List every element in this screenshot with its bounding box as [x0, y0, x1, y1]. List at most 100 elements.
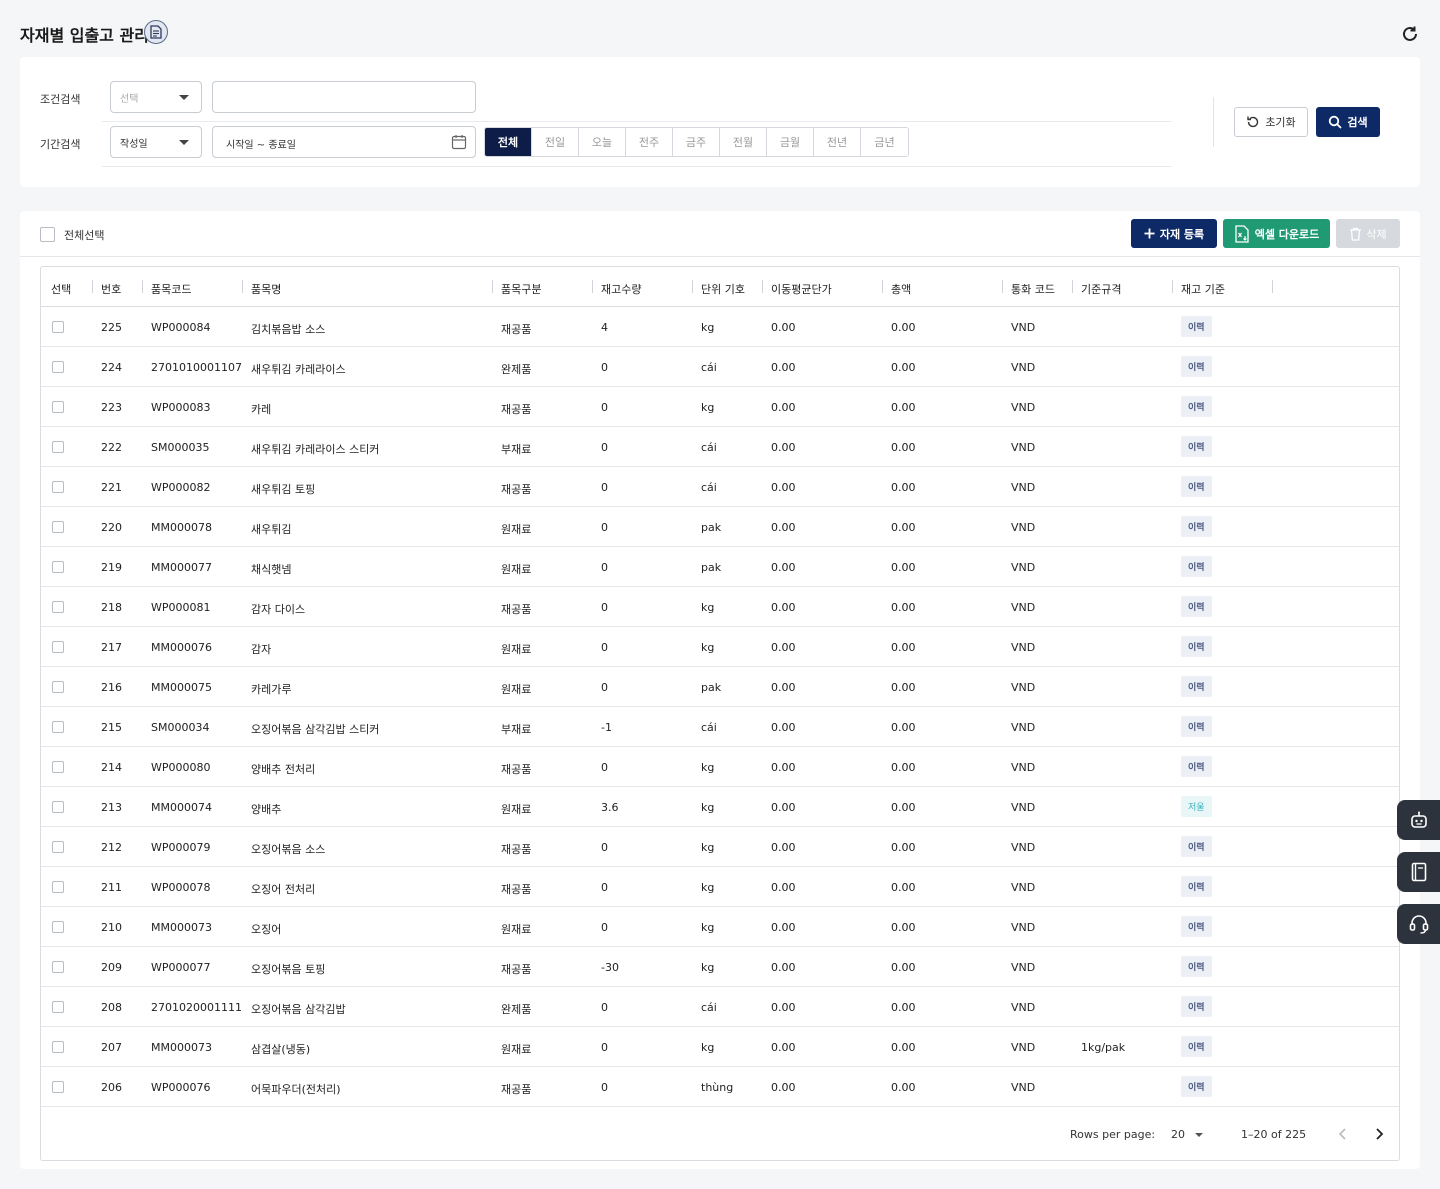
- row-checkbox[interactable]: [52, 1081, 64, 1093]
- row-checkbox[interactable]: [52, 681, 64, 693]
- row-checkbox[interactable]: [52, 761, 64, 773]
- table-row[interactable]: 224 2701010001107 새우튀김 카레라이스 완제품 0 cái 0.00 0.0…: [41, 347, 1399, 387]
- add-material-button[interactable]: 자재 등록: [1131, 219, 1217, 248]
- chatbot-button[interactable]: [1397, 800, 1440, 840]
- stock-basis-badge[interactable]: 저울: [1181, 796, 1212, 817]
- next-page-icon[interactable]: [1371, 1126, 1387, 1145]
- column-separator[interactable]: [1172, 280, 1173, 293]
- table-row[interactable]: 209 WP000077 오징어볶음 토핑 재공품 -30 kg 0.00 0.00 VND 이력: [41, 947, 1399, 987]
- stock-basis-badge[interactable]: 이력: [1181, 956, 1212, 977]
- table-row[interactable]: 206 WP000076 어묵파우더(전처리) 재공품 0 thùng 0.00 0.00 VN…: [41, 1067, 1399, 1107]
- table-row[interactable]: 217 MM000076 감자 원재료 0 kg 0.00 0.00 VND 이력: [41, 627, 1399, 667]
- stock-basis-badge[interactable]: 이력: [1181, 916, 1212, 937]
- condition-select[interactable]: 선택: [110, 81, 202, 113]
- stock-basis-badge[interactable]: 이력: [1181, 1036, 1212, 1057]
- row-checkbox[interactable]: [52, 921, 64, 933]
- table-row[interactable]: 211 WP000078 오징어 전처리 재공품 0 kg 0.00 0.00 VND 이력: [41, 867, 1399, 907]
- column-separator[interactable]: [1072, 280, 1073, 293]
- row-checkbox[interactable]: [52, 601, 64, 613]
- period-button[interactable]: 금주: [673, 128, 720, 156]
- period-button[interactable]: 오늘: [579, 128, 626, 156]
- table-row[interactable]: 212 WP000079 오징어볶음 소스 재공품 0 kg 0.00 0.00 VND 이력: [41, 827, 1399, 867]
- table-row[interactable]: 214 WP000080 양배추 전처리 재공품 0 kg 0.00 0.00 VND 이력: [41, 747, 1399, 787]
- row-checkbox[interactable]: [52, 841, 64, 853]
- column-separator[interactable]: [242, 280, 243, 293]
- stock-basis-badge[interactable]: 이력: [1181, 716, 1212, 737]
- table-row[interactable]: 221 WP000082 새우튀김 토핑 재공품 0 cái 0.00 0.00 VND 이력: [41, 467, 1399, 507]
- row-checkbox[interactable]: [52, 641, 64, 653]
- reset-button[interactable]: 초기화: [1234, 107, 1308, 137]
- column-separator[interactable]: [142, 280, 143, 293]
- refresh-icon[interactable]: [1400, 24, 1420, 44]
- stock-basis-badge[interactable]: 이력: [1181, 676, 1212, 697]
- column-separator[interactable]: [592, 280, 593, 293]
- row-checkbox[interactable]: [52, 481, 64, 493]
- rows-per-page-select[interactable]: 20: [1171, 1128, 1185, 1141]
- row-checkbox[interactable]: [52, 881, 64, 893]
- stock-basis-badge[interactable]: 이력: [1181, 516, 1212, 537]
- document-icon[interactable]: [144, 20, 168, 44]
- table-row[interactable]: 213 MM000074 양배추 원재료 3.6 kg 0.00 0.00 VND 저울: [41, 787, 1399, 827]
- period-button[interactable]: 전일: [532, 128, 579, 156]
- column-separator[interactable]: [692, 280, 693, 293]
- row-checkbox[interactable]: [52, 401, 64, 413]
- table-row[interactable]: 223 WP000083 카레 재공품 0 kg 0.00 0.00 VND 이력: [41, 387, 1399, 427]
- stock-basis-badge[interactable]: 이력: [1181, 1076, 1212, 1097]
- row-checkbox[interactable]: [52, 1001, 64, 1013]
- column-separator[interactable]: [882, 280, 883, 293]
- table-row[interactable]: 208 2701020001111 오징어볶음 삼각김밥 완제품 0 cái 0.00 0.0…: [41, 987, 1399, 1027]
- support-button[interactable]: [1397, 904, 1440, 944]
- period-button[interactable]: 금월: [767, 128, 814, 156]
- calendar-icon[interactable]: [451, 134, 467, 153]
- date-type-select[interactable]: 작성일: [110, 126, 202, 158]
- row-checkbox[interactable]: [52, 1041, 64, 1053]
- stock-basis-badge[interactable]: 이력: [1181, 356, 1212, 377]
- table-row[interactable]: 207 MM000073 삼겹살(냉동) 원재료 0 kg 0.00 0.00 VND 1kg/p…: [41, 1027, 1399, 1067]
- delete-button[interactable]: 삭제: [1336, 219, 1400, 248]
- table-row[interactable]: 218 WP000081 감자 다이스 재공품 0 kg 0.00 0.00 VND 이력: [41, 587, 1399, 627]
- period-button[interactable]: 전월: [720, 128, 767, 156]
- row-checkbox[interactable]: [52, 321, 64, 333]
- column-separator[interactable]: [492, 280, 493, 293]
- column-separator[interactable]: [762, 280, 763, 293]
- period-button[interactable]: 전주: [626, 128, 673, 156]
- stock-basis-badge[interactable]: 이력: [1181, 436, 1212, 457]
- stock-basis-badge[interactable]: 이력: [1181, 996, 1212, 1017]
- row-checkbox[interactable]: [52, 521, 64, 533]
- stock-basis-badge[interactable]: 이력: [1181, 876, 1212, 897]
- search-input[interactable]: [212, 81, 476, 113]
- stock-basis-badge[interactable]: 이력: [1181, 636, 1212, 657]
- table-row[interactable]: 215 SM000034 오징어볶음 삼각김밥 스티커 부재료 -1 cái 0.00 0.0…: [41, 707, 1399, 747]
- table-row[interactable]: 219 MM000077 채식햇넴 원재료 0 pak 0.00 0.00 VND 이력: [41, 547, 1399, 587]
- row-checkbox[interactable]: [52, 961, 64, 973]
- manual-button[interactable]: [1397, 852, 1440, 892]
- stock-basis-badge[interactable]: 이력: [1181, 316, 1212, 337]
- table-row[interactable]: 225 WP000084 김치볶음밥 소스 재공품 4 kg 0.00 0.00 VND 이력: [41, 307, 1399, 347]
- search-button[interactable]: 검색: [1316, 107, 1380, 137]
- stock-basis-badge[interactable]: 이력: [1181, 556, 1212, 577]
- date-range-input[interactable]: 시작일 ~ 종료일: [212, 126, 476, 158]
- table-row[interactable]: 222 SM000035 새우튀김 카레라이스 스티커 부재료 0 cái 0.00 0.00…: [41, 427, 1399, 467]
- row-checkbox[interactable]: [52, 721, 64, 733]
- stock-basis-badge[interactable]: 이력: [1181, 836, 1212, 857]
- period-button[interactable]: 전체: [485, 128, 532, 156]
- stock-basis-badge[interactable]: 이력: [1181, 396, 1212, 417]
- table-row[interactable]: 220 MM000078 새우튀김 원재료 0 pak 0.00 0.00 VND 이력: [41, 507, 1399, 547]
- stock-basis-badge[interactable]: 이력: [1181, 756, 1212, 777]
- row-checkbox[interactable]: [52, 561, 64, 573]
- row-checkbox[interactable]: [52, 441, 64, 453]
- column-separator[interactable]: [1272, 280, 1273, 293]
- column-separator[interactable]: [92, 280, 93, 293]
- period-button[interactable]: 전년: [814, 128, 861, 156]
- table-row[interactable]: 210 MM000073 오징어 원재료 0 kg 0.00 0.00 VND 이력: [41, 907, 1399, 947]
- table-row[interactable]: 216 MM000075 카레가루 원재료 0 pak 0.00 0.00 VND 이력: [41, 667, 1399, 707]
- chevron-down-icon[interactable]: [1195, 1133, 1203, 1137]
- excel-download-button[interactable]: 엑셀 다운로드: [1223, 219, 1330, 248]
- stock-basis-badge[interactable]: 이력: [1181, 596, 1212, 617]
- select-all-checkbox[interactable]: [40, 227, 55, 242]
- row-checkbox[interactable]: [52, 361, 64, 373]
- column-separator[interactable]: [1002, 280, 1003, 293]
- previous-page-icon[interactable]: [1335, 1126, 1351, 1145]
- row-checkbox[interactable]: [52, 801, 64, 813]
- period-button[interactable]: 금년: [861, 128, 908, 156]
